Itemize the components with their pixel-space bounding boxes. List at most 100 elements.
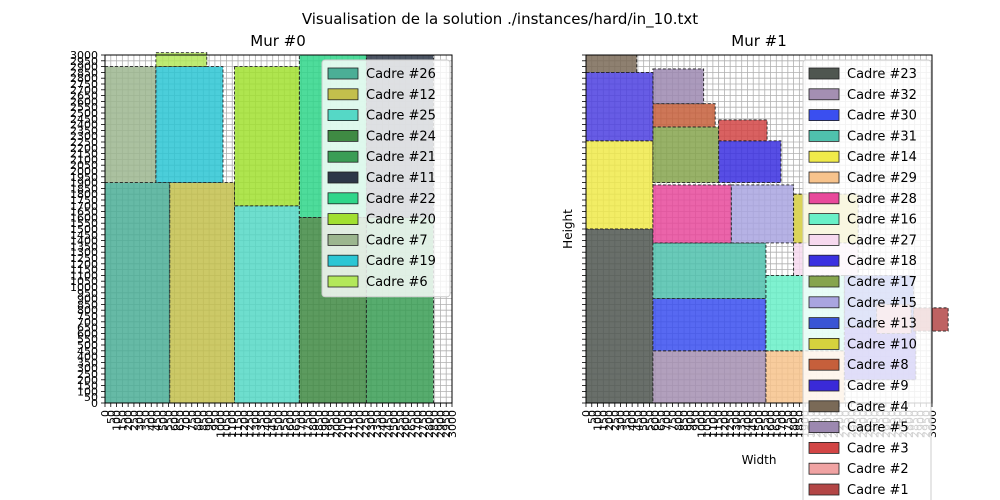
y-tick-label: 500 (77, 339, 98, 352)
legend-swatch (808, 192, 840, 205)
x-tick-label: 950 (690, 410, 703, 431)
x-tick-label: 1500 (753, 410, 766, 438)
y-tick-label: 2700 (70, 84, 98, 97)
y-tick-label: 2550 (70, 101, 98, 114)
x-tick-label: 1550 (278, 410, 291, 438)
x-tick-label: 2750 (417, 410, 430, 438)
frame-rect-0-0 (104, 182, 171, 404)
x-tick-label: 1100 (226, 410, 239, 438)
y-tick-label: 2350 (70, 124, 98, 137)
x-tick-label: 1150 (713, 410, 726, 438)
legend-label: Cadre #6 (366, 275, 428, 290)
x-tick-label: 1450 (267, 410, 280, 438)
x-tick-label: 1800 (307, 410, 320, 438)
x-tick-label: 2000 (330, 410, 343, 438)
x-tick-label: 1750 (301, 410, 314, 438)
frame-rect-1-11 (730, 184, 795, 244)
legend-label: Cadre #17 (847, 275, 917, 290)
x-tick-label: 0 (99, 410, 112, 417)
x-tick-label: 1300 (730, 410, 743, 438)
y-tick-label: 2100 (70, 153, 98, 166)
frame-rect-1-6 (652, 184, 732, 244)
legend-label: Cadre #3 (847, 441, 909, 456)
y-tick-label: 1350 (70, 240, 98, 253)
x-tick-label: 500 (157, 410, 170, 431)
frame-rect-0-7 (234, 66, 300, 207)
x-tick-label: 2700 (411, 410, 424, 438)
x-tick-label: 50 (586, 410, 599, 424)
y-tick-label: 2450 (70, 113, 98, 126)
legend-label: Cadre #4 (847, 400, 909, 415)
y-tick-label: 2150 (70, 148, 98, 161)
x-tick-label: 2500 (388, 410, 401, 438)
x-tick-label: 1850 (313, 410, 326, 438)
x-tick-label: 1250 (244, 410, 257, 438)
frame-rect-1-3 (652, 242, 767, 300)
x-tick-label: 300 (134, 410, 147, 431)
x-tick-label: 2900 (434, 410, 447, 438)
y-tick-label: 2650 (70, 90, 98, 103)
y-tick-label: 300 (77, 362, 98, 375)
y-tick-label: 1050 (70, 275, 98, 288)
x-tick-label: 600 (649, 410, 662, 431)
x-tick-label: 2200 (353, 410, 366, 438)
legend-swatch (808, 317, 840, 330)
y-tick-label: 2050 (70, 159, 98, 172)
x-tick-label: 1650 (770, 410, 783, 438)
x-tick-label: 1400 (741, 410, 754, 438)
x-tick-label: 2550 (394, 410, 407, 438)
x-tick-label: 450 (632, 410, 645, 431)
legend-swatch (808, 129, 840, 142)
x-tick-label: 1650 (290, 410, 303, 438)
legend-swatch (808, 337, 840, 350)
y-tick-label: 650 (77, 322, 98, 335)
x-tick-label: 1400 (261, 410, 274, 438)
x-tick-label: 1300 (249, 410, 262, 438)
x-tick-label: 850 (678, 410, 691, 431)
x-tick-label: 1200 (238, 410, 251, 438)
legend-label: Cadre #22 (366, 192, 436, 207)
x-tick-label: 3000 (446, 410, 459, 438)
x-tick-label: 550 (643, 410, 656, 431)
x-tick-label: 2100 (342, 410, 355, 438)
frame-rect-1-4 (585, 140, 654, 230)
y-tick-label: 2400 (70, 119, 98, 132)
x-tick-label: 2450 (382, 410, 395, 438)
y-tick-label: 400 (77, 351, 98, 364)
frame-rect-0-9 (155, 66, 224, 184)
legend-label: Cadre #19 (366, 254, 436, 269)
legend-swatch (808, 88, 840, 101)
wall-1-ylabel: Height (561, 209, 575, 249)
x-tick-label: 1500 (273, 410, 286, 438)
y-tick-label: 1600 (70, 211, 98, 224)
y-tick-label: 550 (77, 333, 98, 346)
x-tick-label: 150 (116, 410, 129, 431)
y-tick-label: 800 (77, 304, 98, 317)
legend-swatch (327, 213, 359, 226)
y-tick-label: 1750 (70, 194, 98, 207)
x-tick-label: 600 (168, 410, 181, 431)
legend-label: Cadre #26 (366, 67, 436, 82)
legend-swatch (808, 462, 840, 475)
x-tick-label: 2300 (365, 410, 378, 438)
legend-label: Cadre #28 (847, 192, 917, 207)
x-tick-label: 900 (203, 410, 216, 431)
frame-rect-1-18 (718, 119, 768, 142)
y-tick-label: 750 (77, 310, 98, 323)
legend-swatch (808, 109, 840, 121)
legend-swatch (808, 213, 840, 226)
x-tick-label: 2150 (348, 410, 361, 438)
legend-label: Cadre #27 (847, 233, 917, 248)
y-tick-label: 1150 (70, 264, 98, 277)
y-tick-label: 250 (77, 368, 98, 381)
legend-label: Cadre #29 (847, 171, 917, 186)
y-tick-label: 100 (77, 385, 98, 398)
x-tick-label: 1450 (747, 410, 760, 438)
y-tick-label: 1450 (70, 229, 98, 242)
x-tick-label: 450 (151, 410, 164, 431)
x-tick-label: 1700 (296, 410, 309, 438)
x-tick-label: 1050 (220, 410, 233, 438)
y-tick-label: 2000 (70, 165, 98, 178)
x-tick-label: 2600 (400, 410, 413, 438)
x-tick-label: 800 (192, 410, 205, 431)
